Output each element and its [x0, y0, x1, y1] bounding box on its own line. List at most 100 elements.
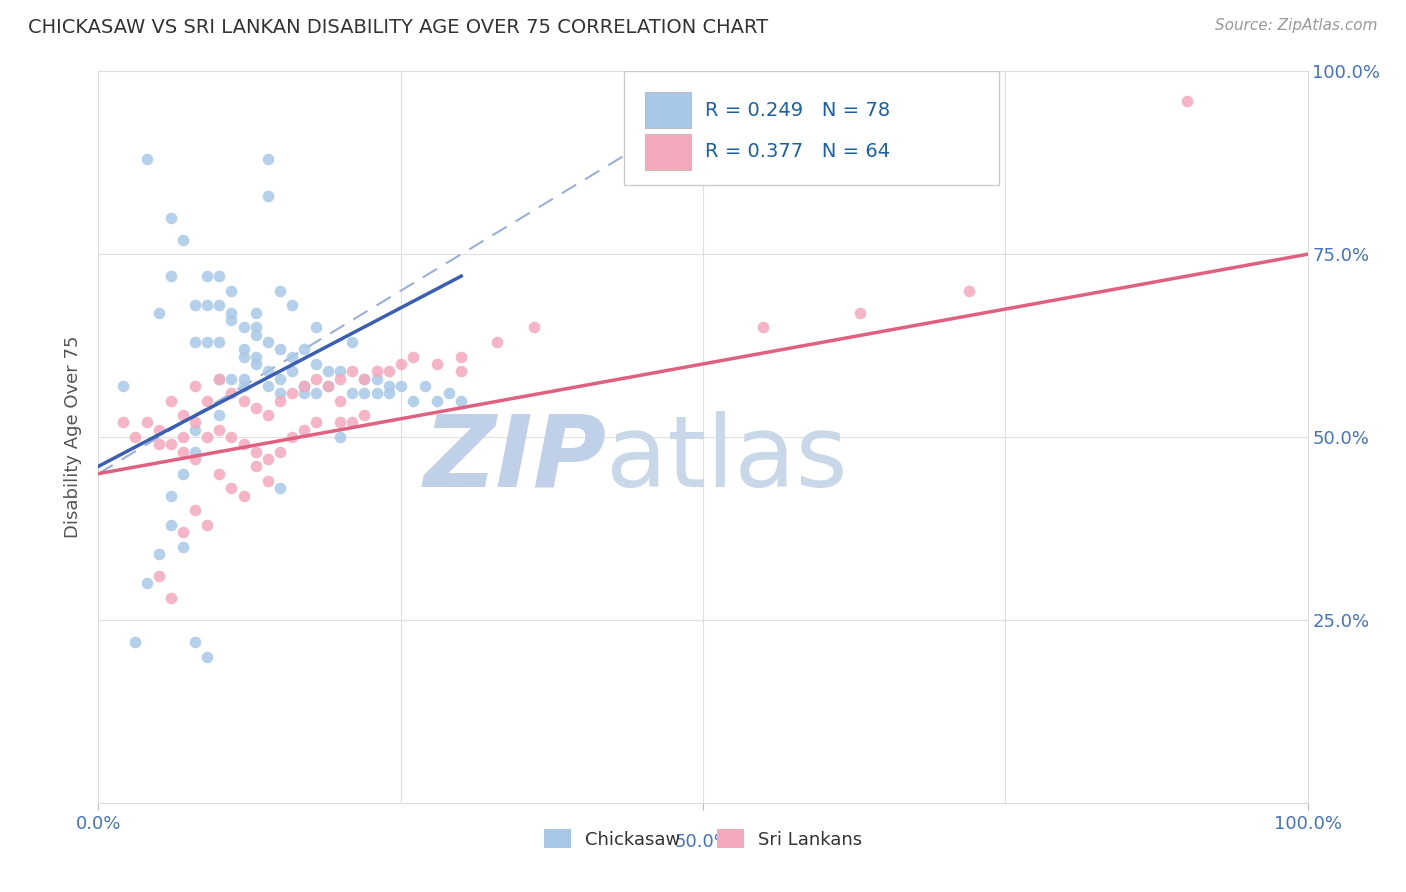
Point: [366, 371, 388, 385]
Point: [184, 635, 207, 649]
Point: [245, 327, 267, 342]
Text: CHICKASAW VS SRI LANKAN DISABILITY AGE OVER 75 CORRELATION CHART: CHICKASAW VS SRI LANKAN DISABILITY AGE O…: [28, 18, 768, 37]
Point: [232, 371, 254, 385]
Point: [195, 298, 218, 312]
Point: [353, 371, 375, 385]
Point: [172, 430, 194, 444]
Point: [111, 416, 134, 430]
Point: [245, 350, 267, 364]
Point: [172, 444, 194, 458]
Point: [184, 416, 207, 430]
Point: [316, 379, 339, 393]
Point: [342, 364, 364, 378]
Point: [160, 591, 183, 605]
Point: [523, 320, 546, 334]
Point: [245, 444, 267, 458]
Point: [329, 430, 352, 444]
Point: [184, 503, 207, 517]
Point: [269, 343, 291, 357]
Point: [849, 306, 872, 320]
Point: [160, 517, 183, 532]
Text: R = 0.249   N = 78: R = 0.249 N = 78: [706, 101, 890, 120]
Point: [450, 364, 472, 378]
Point: [366, 364, 388, 378]
Point: [184, 444, 207, 458]
Point: [256, 379, 278, 393]
Point: [305, 371, 328, 385]
FancyBboxPatch shape: [645, 134, 690, 170]
Point: [245, 401, 267, 415]
Point: [232, 343, 254, 357]
Point: [316, 379, 339, 393]
Point: [256, 408, 278, 422]
Point: [208, 467, 231, 481]
Point: [389, 357, 412, 371]
Point: [269, 481, 291, 495]
Point: [305, 416, 328, 430]
Point: [256, 152, 278, 166]
Point: [172, 233, 194, 247]
Text: 50.0%: 50.0%: [675, 833, 731, 851]
Point: [160, 393, 183, 408]
Point: [377, 386, 399, 401]
Point: [281, 298, 304, 312]
Point: [148, 306, 170, 320]
Point: [450, 393, 472, 408]
Point: [316, 364, 339, 378]
Point: [957, 284, 980, 298]
Point: [426, 357, 449, 371]
Point: [450, 350, 472, 364]
Point: [172, 408, 194, 422]
Point: [232, 379, 254, 393]
Point: [148, 569, 170, 583]
Point: [221, 386, 243, 401]
Point: [353, 386, 375, 401]
Point: [195, 269, 218, 284]
Point: [160, 211, 183, 225]
Point: [486, 334, 509, 349]
Point: [208, 408, 231, 422]
Point: [292, 423, 315, 437]
Point: [269, 386, 291, 401]
Point: [195, 649, 218, 664]
Point: [221, 306, 243, 320]
Point: [148, 423, 170, 437]
Point: [342, 416, 364, 430]
Point: [292, 343, 315, 357]
FancyBboxPatch shape: [624, 71, 1000, 185]
Point: [232, 393, 254, 408]
Point: [124, 635, 146, 649]
Point: [208, 298, 231, 312]
Point: [208, 423, 231, 437]
Text: ZIP: ZIP: [423, 410, 606, 508]
Point: [329, 393, 352, 408]
Point: [172, 540, 194, 554]
Point: [232, 437, 254, 451]
Y-axis label: Disability Age Over 75: Disability Age Over 75: [65, 335, 83, 539]
Point: [329, 364, 352, 378]
Point: [208, 334, 231, 349]
Point: [292, 379, 315, 393]
Point: [292, 386, 315, 401]
Point: [208, 371, 231, 385]
Point: [245, 306, 267, 320]
Text: R = 0.377   N = 64: R = 0.377 N = 64: [706, 143, 890, 161]
Text: atlas: atlas: [606, 410, 848, 508]
Point: [148, 437, 170, 451]
Point: [377, 364, 399, 378]
Point: [148, 547, 170, 561]
Point: [221, 371, 243, 385]
Point: [305, 357, 328, 371]
Point: [135, 576, 157, 591]
Point: [281, 386, 304, 401]
Point: [160, 437, 183, 451]
Point: [221, 313, 243, 327]
Point: [281, 364, 304, 378]
Point: [437, 386, 460, 401]
Point: [221, 284, 243, 298]
Point: [256, 474, 278, 488]
Point: [402, 393, 425, 408]
Point: [245, 320, 267, 334]
Point: [342, 334, 364, 349]
Point: [256, 188, 278, 202]
